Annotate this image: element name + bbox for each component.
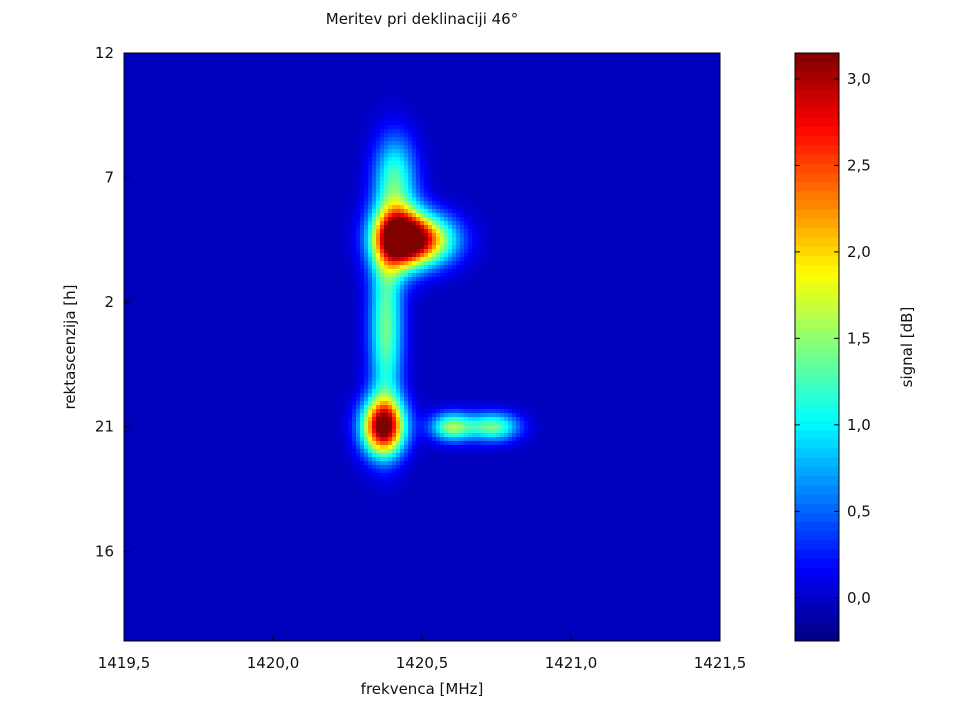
- colorbar-tick-label: 3,0: [847, 70, 871, 88]
- colorbar-tick-label: 0,0: [847, 589, 871, 607]
- x-tick-label: 1420,0: [247, 654, 300, 672]
- plot-area: [124, 53, 721, 642]
- x-tick-label: 1420,5: [396, 654, 449, 672]
- y-tick-label: 7: [104, 169, 114, 187]
- colorbar-tick-label: 2,0: [847, 243, 871, 261]
- y-tick-label: 12: [95, 44, 114, 62]
- colorbar-tick-label: 1,0: [847, 416, 871, 434]
- y-tick-label: 21: [95, 418, 114, 436]
- y-tick-label: 2: [104, 293, 114, 311]
- colorbar-tick-label: 0,5: [847, 502, 871, 520]
- colorbar-tick-label: 2,5: [847, 156, 871, 174]
- chart-title: Meritev pri deklinaciji 46°: [124, 10, 720, 28]
- x-tick-label: 1419,5: [98, 654, 151, 672]
- colorbar: 0,0 0,5 1,0 1,5 2,0 2,5 3,0: [795, 53, 871, 642]
- x-axis-label: frekvenca [MHz]: [124, 680, 720, 698]
- y-axis-label: rektascenzija [h]: [61, 284, 79, 409]
- colorbar-tick-label: 1,5: [847, 329, 871, 347]
- x-tick-label: 1421,0: [545, 654, 598, 672]
- x-tick-label: 1421,5: [694, 654, 747, 672]
- colorbar-label: signal [dB]: [898, 307, 916, 388]
- y-tick-label: 16: [95, 542, 114, 560]
